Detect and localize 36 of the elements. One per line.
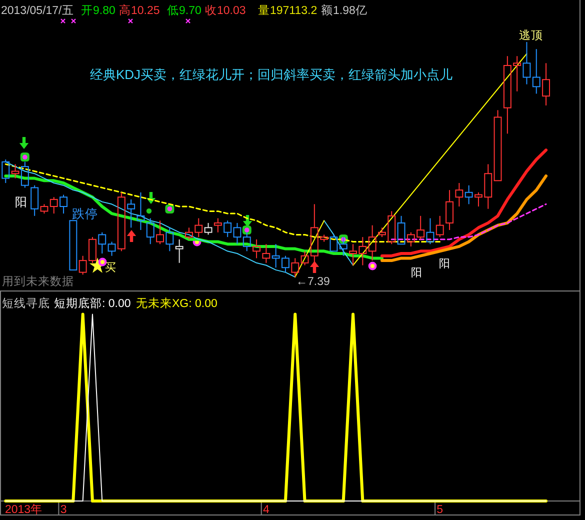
candlestick — [368, 224, 376, 262]
candlestick — [522, 42, 531, 85]
text: 开9.80 — [81, 4, 116, 17]
x-tick-label: 3 — [60, 504, 67, 516]
x-tick-label: 4 — [262, 504, 270, 516]
annotation: 经典KDJ买卖，红绿花儿开；回归斜率买卖，红绿箭头加小点儿 — [90, 67, 453, 82]
x-axis-title: 2013年 — [5, 503, 43, 516]
candlestick — [542, 62, 550, 106]
candlestick — [175, 238, 184, 264]
candlestick — [464, 184, 473, 205]
annotation: 用到未来数据 — [2, 275, 74, 288]
annotation: 阳 — [15, 195, 27, 209]
candlestick — [262, 244, 270, 264]
annotation: 买 — [105, 262, 116, 274]
text: 无未来XG: 0.00 — [136, 297, 218, 310]
annotation: ←7.39 — [296, 276, 330, 288]
candlestick — [252, 238, 260, 259]
candlestick — [446, 190, 454, 230]
candlestick — [455, 182, 464, 207]
annotation: 阳 — [411, 267, 422, 279]
text: 2013/05/17/五 — [1, 4, 74, 17]
chart-title: 短线寻底 — [2, 296, 50, 310]
annotation: 跌停 — [72, 207, 98, 221]
annotation: 阳 — [439, 258, 450, 270]
candlestick — [136, 192, 145, 230]
text: 收10.03 — [205, 4, 246, 17]
text: 高10.25 — [119, 3, 160, 17]
candlestick — [11, 164, 20, 179]
candlestick — [166, 227, 174, 252]
candlestick — [532, 48, 540, 94]
text: 低9.70 — [167, 4, 202, 17]
x-tick-label: 5 — [436, 504, 444, 516]
annotation: 逃顶 — [519, 29, 543, 42]
text: 量197113.2 — [258, 4, 318, 17]
text: 额1.98亿 — [321, 3, 368, 17]
series-label: 短期底部: 0.00 — [54, 296, 131, 310]
